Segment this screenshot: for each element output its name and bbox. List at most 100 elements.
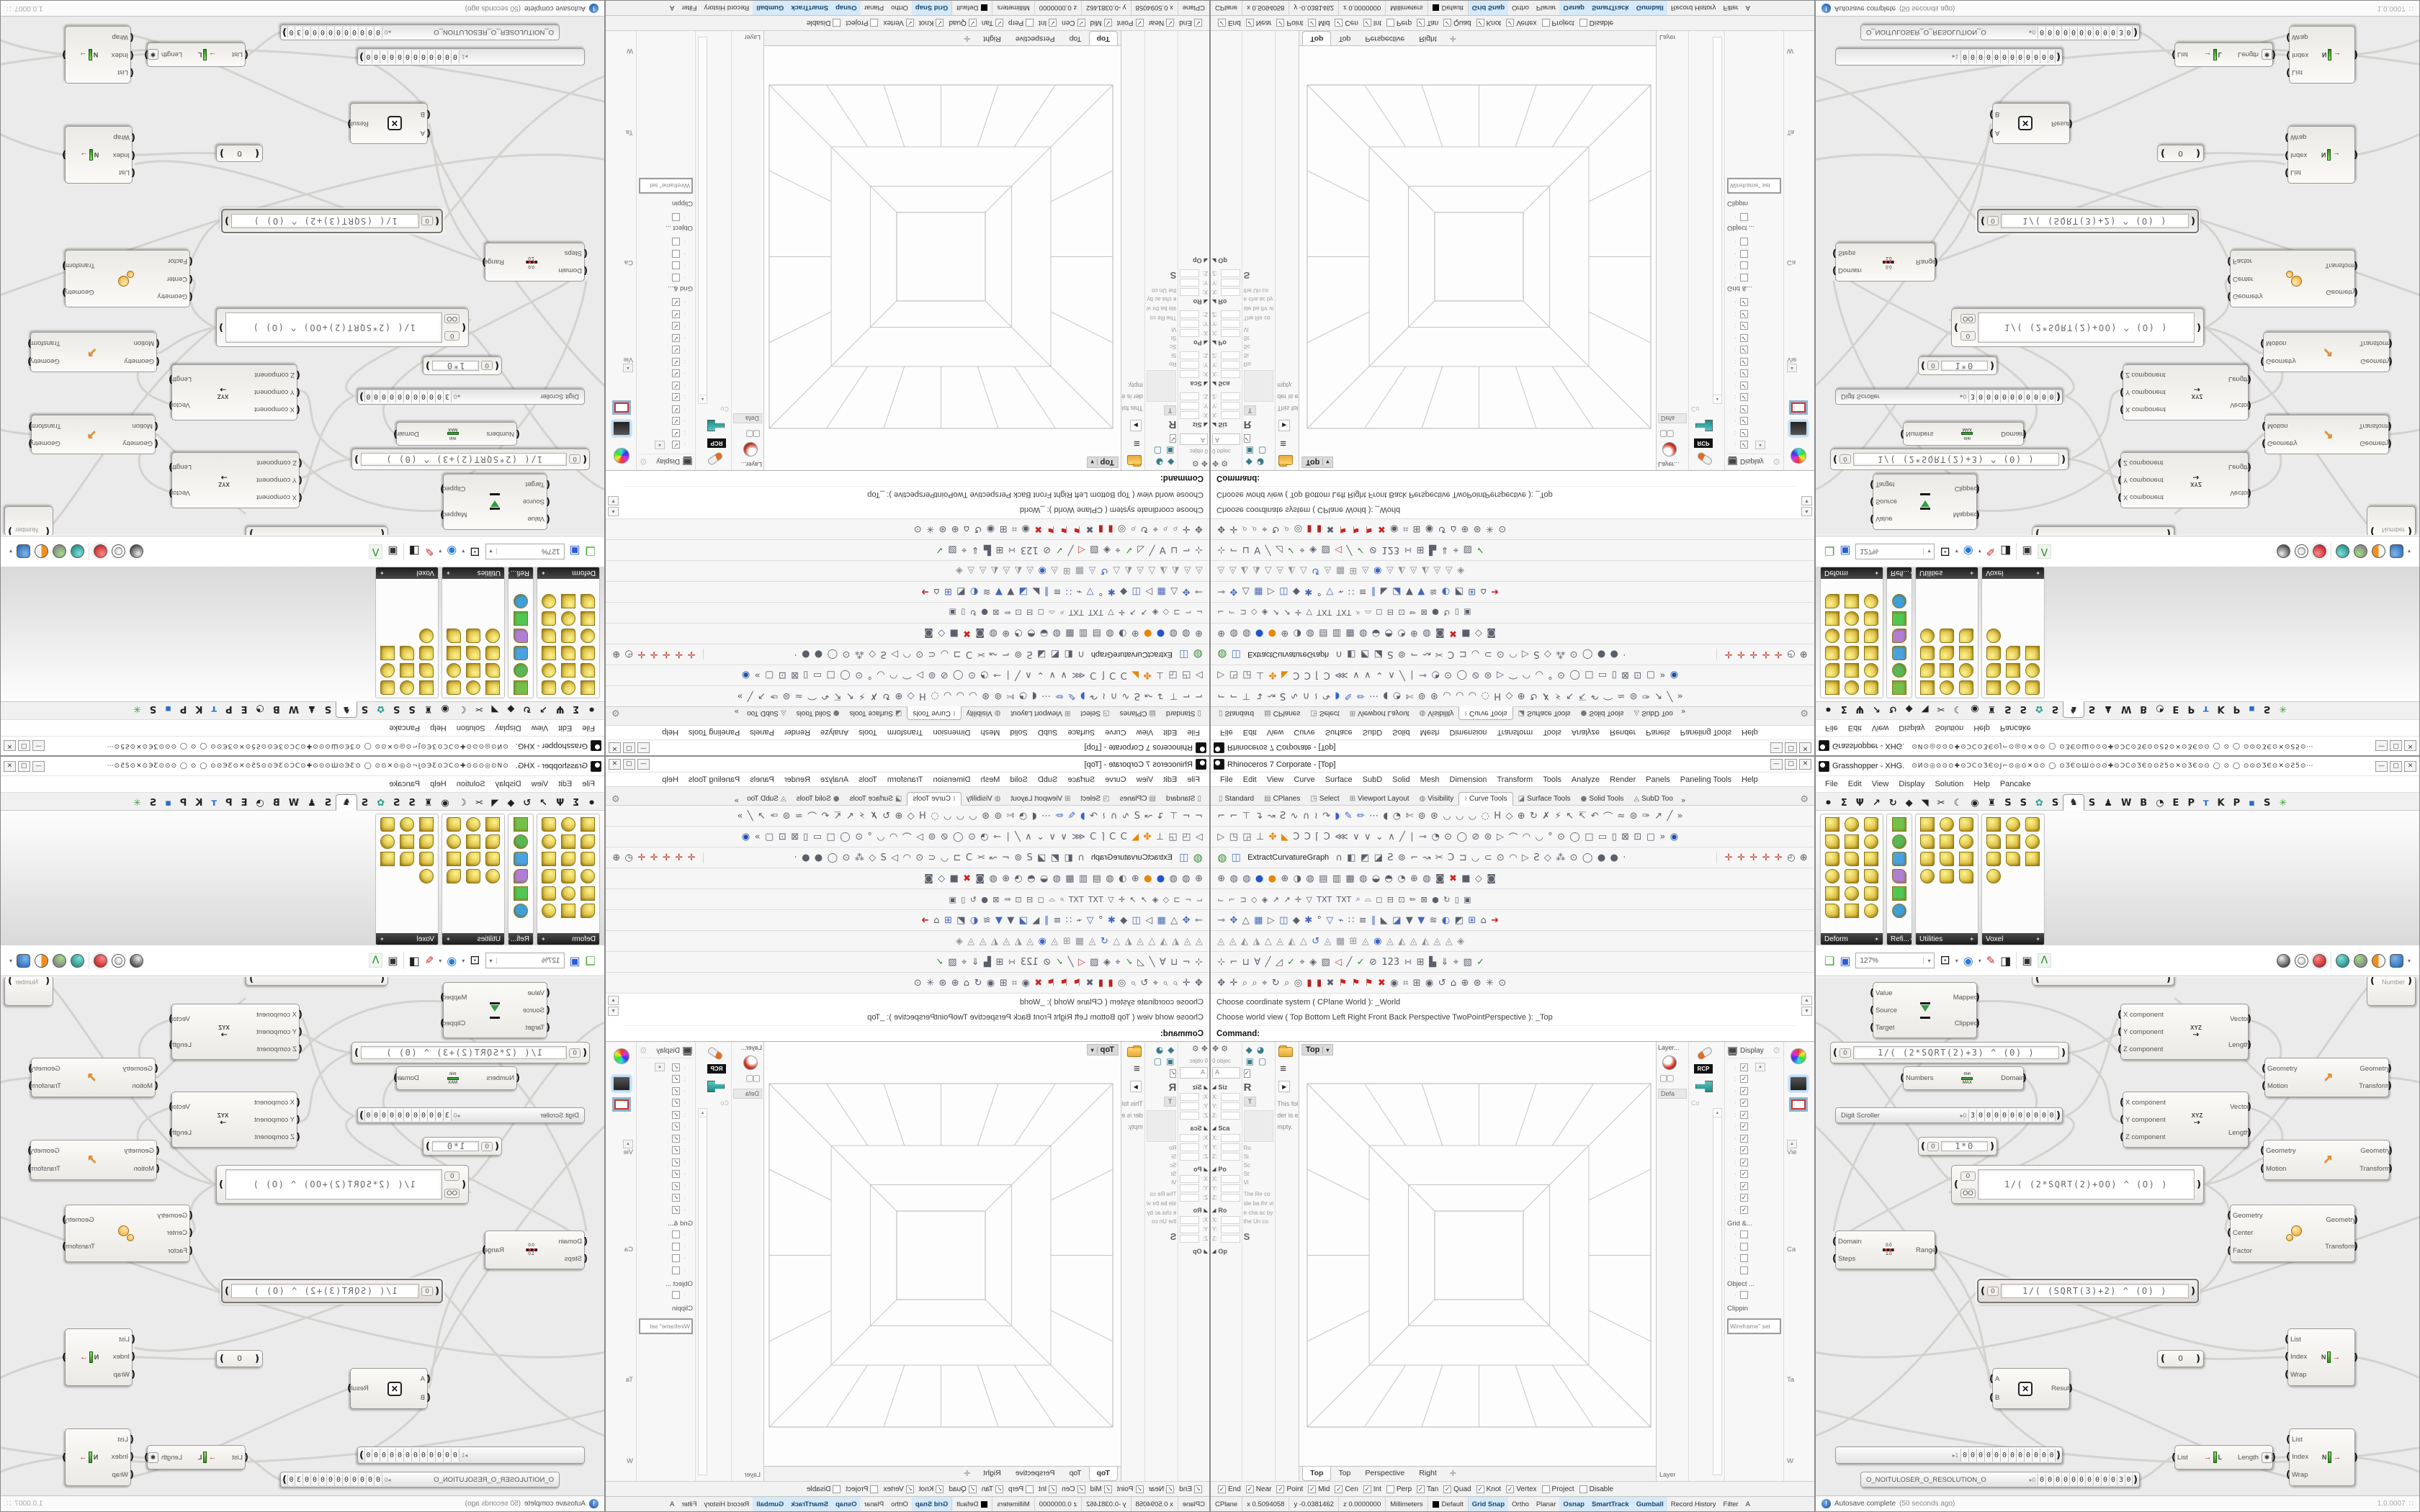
panel-icon[interactable]: ◕ <box>1155 1045 1164 1055</box>
toolbar-icon[interactable]: ● <box>1268 873 1276 884</box>
category-tab[interactable]: K <box>2217 703 2225 714</box>
input-port[interactable]: ( <box>2118 492 2122 503</box>
display-option-row[interactable]: : ✓ <box>639 320 693 333</box>
toolbar-icon[interactable]: ⊛ <box>1430 810 1438 822</box>
axis-field[interactable] <box>1221 402 1240 410</box>
render-frame-icon[interactable] <box>612 400 631 415</box>
component-icon[interactable] <box>561 834 576 849</box>
toolbar-icon[interactable]: ✤ <box>1143 831 1152 842</box>
toolbar-icon[interactable]: Ɔ <box>1304 831 1311 842</box>
wireframe-preview-icon[interactable] <box>112 953 126 968</box>
toolbar-icon[interactable]: ◑ <box>1119 873 1127 884</box>
chevron-down-icon[interactable]: ▾ <box>439 548 442 555</box>
input-port[interactable]: ( <box>2118 457 2122 469</box>
menu-item[interactable]: Panels <box>1646 728 1670 737</box>
toolbar-icon[interactable]: Ƨ <box>1280 690 1286 702</box>
toolbar-icon[interactable]: ▷ <box>1521 649 1529 660</box>
gh-node-remap[interactable]: (Value(Source(Target Mapped) Clipped) <box>1870 474 1980 530</box>
input-param[interactable]: (Factor <box>2227 1246 2263 1256</box>
menu-item[interactable]: Render <box>1610 775 1636 784</box>
menu-item[interactable]: Display <box>495 780 521 788</box>
toolbar-icon[interactable]: ⊐ <box>953 852 962 863</box>
menu-item[interactable]: SubD <box>1362 775 1383 784</box>
toolbar-icon[interactable]: ⊞ <box>1416 956 1425 968</box>
toolbar-tab-viewport-layout[interactable]: ⊞ Viewport Layout <box>1345 793 1415 805</box>
output-port[interactable]: ) <box>219 1179 223 1190</box>
toolbar-icon[interactable]: ↴ <box>1255 810 1263 822</box>
toolbar-icon[interactable]: ✎ <box>1067 810 1076 822</box>
close-button[interactable]: ✕ <box>1799 742 1811 753</box>
toolbar-icon[interactable]: ◠ <box>1522 831 1531 842</box>
toolbar-icon[interactable]: ° <box>867 670 872 681</box>
scroll-up-icon[interactable]: ▲ <box>1801 507 1812 516</box>
chevron-down-icon[interactable]: ▾ <box>2407 548 2411 555</box>
toolbar-icon[interactable]: ⌖ <box>1152 977 1158 989</box>
component-icon[interactable] <box>581 817 596 832</box>
input-param[interactable]: (Z component <box>2120 1133 2166 1142</box>
zoom-extents-icon[interactable]: ⊡ <box>1940 544 1950 559</box>
category-tab[interactable]: ✳ <box>133 798 141 809</box>
component-icon[interactable] <box>541 663 556 678</box>
toolbar-icon[interactable]: ⚑ <box>1351 523 1361 535</box>
close-button[interactable]: ✕ <box>609 759 621 770</box>
input-port[interactable]: ( <box>154 420 158 431</box>
toolbar-icon[interactable]: ⊂ <box>928 852 936 863</box>
digit-cell[interactable]: 0 <box>387 1449 396 1462</box>
toolbar-icon[interactable]: ◳ <box>1229 831 1238 842</box>
toolbar-icon[interactable]: ∥ <box>1371 914 1376 926</box>
viewport-tab[interactable]: Top <box>1338 1469 1351 1477</box>
menu-item[interactable]: Analyze <box>820 775 849 784</box>
toolbar-icon[interactable]: ✗ <box>869 810 878 822</box>
component-icon[interactable] <box>2005 852 2020 866</box>
toolbar-icon[interactable]: ◡ <box>940 649 949 660</box>
toolbar-icon[interactable]: ✑ <box>770 690 779 702</box>
checkbox[interactable]: ✓ <box>1740 1194 1748 1202</box>
component-icon[interactable] <box>1844 611 1859 626</box>
input-port[interactable]: ( <box>154 1063 158 1074</box>
category-tab[interactable]: ᴛ <box>2202 798 2209 809</box>
toolbar-icon[interactable]: ⊡ <box>1398 894 1405 904</box>
digit-cell[interactable]: 0 <box>2000 391 2009 402</box>
expression-button[interactable]: ✱ <box>147 1452 158 1463</box>
toolbar-icon[interactable]: ◳ <box>1182 831 1191 842</box>
toolbar-icon[interactable]: ° <box>1098 586 1103 598</box>
checkbox[interactable] <box>1740 261 1748 270</box>
output-port[interactable]: ) <box>62 1452 66 1463</box>
toolbar-icon[interactable]: ● <box>1144 628 1152 639</box>
brush-icon[interactable] <box>1696 1045 1713 1061</box>
panel-icon[interactable]: ▣ <box>1245 446 1254 456</box>
menu-item[interactable]: SubD <box>1037 775 1058 784</box>
output-port[interactable]: ) <box>2408 526 2412 536</box>
toolbar-icon[interactable]: » <box>1677 690 1683 702</box>
component-icon[interactable] <box>1892 680 1906 695</box>
input-port[interactable]: ( <box>2118 1009 2122 1020</box>
toolbar-icon[interactable]: ↺ <box>1438 977 1446 989</box>
toolbar-icon[interactable]: ⌄ <box>1375 670 1384 681</box>
checkbox-row[interactable]: ✓ <box>1147 434 1177 443</box>
toolbar-icon[interactable]: ↝ <box>1144 810 1153 822</box>
viewport-tab[interactable]: Top <box>1302 1467 1332 1481</box>
component-icon[interactable] <box>541 611 556 626</box>
toolbar-icon[interactable]: ◡ <box>969 810 977 822</box>
toolbar-icon[interactable]: ⊕ <box>1410 628 1418 639</box>
toolbar-icon[interactable]: ⊥ <box>1255 831 1265 842</box>
toolbar-icon[interactable]: ⌗ <box>1402 977 1409 989</box>
toolbar-icon[interactable]: ◓ <box>1027 628 1036 639</box>
toolbar-icon[interactable]: » <box>1677 810 1683 822</box>
digit-cell[interactable]: 0 <box>427 1110 436 1121</box>
toolbar-icon[interactable]: ◈ <box>1309 544 1317 556</box>
category-tab[interactable]: ✿ <box>377 798 385 809</box>
checkbox[interactable] <box>672 1230 680 1239</box>
component-icon[interactable] <box>1986 834 2001 849</box>
toolbar-icon[interactable]: ▷ <box>1267 914 1275 926</box>
input-value[interactable]: 0 <box>444 1171 460 1181</box>
display-option-row[interactable]: · <box>1727 1290 1781 1302</box>
digit-cell[interactable]: 0 <box>380 50 388 63</box>
display-option-row[interactable]: · ✓ <box>1727 403 1781 415</box>
status-cell[interactable]: z 0.0000000 <box>1034 1497 1082 1511</box>
category-tab[interactable]: W <box>288 703 300 714</box>
chevron-down-icon[interactable]: ▾ <box>1090 459 1098 466</box>
checkbox[interactable] <box>1026 1485 1034 1493</box>
component-icon[interactable] <box>485 834 501 849</box>
group-box-icon[interactable]: ◨ <box>408 953 420 968</box>
